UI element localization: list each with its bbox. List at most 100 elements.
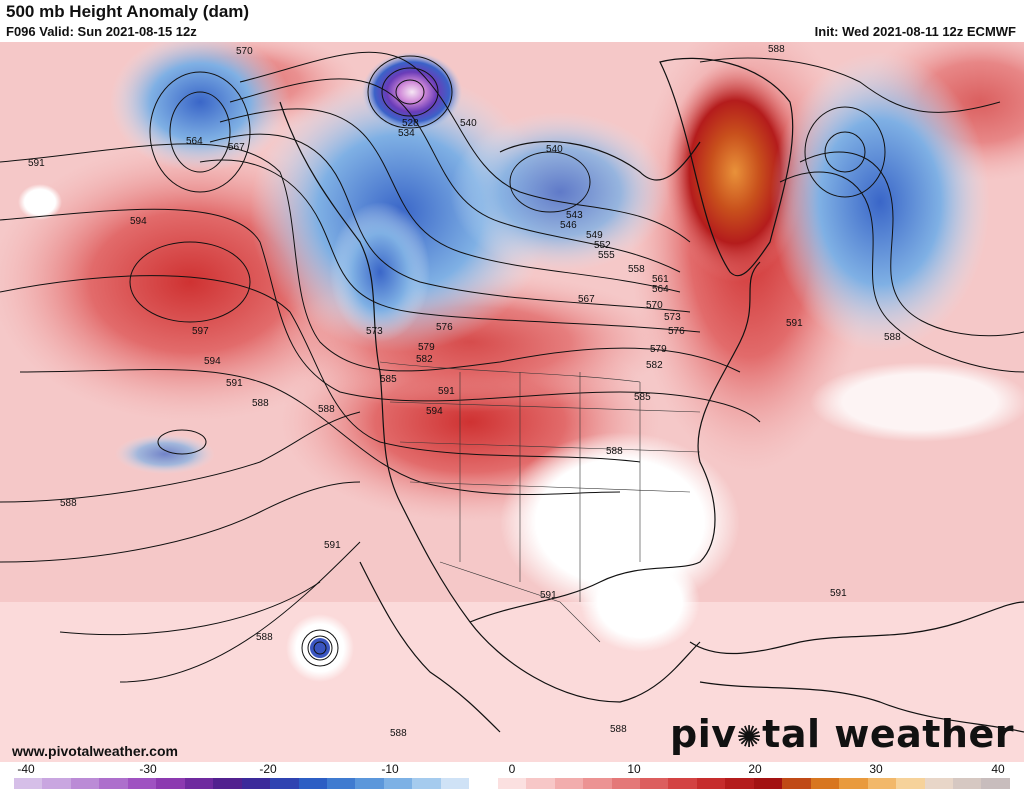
colorbar-swatch [241, 778, 271, 789]
height-contours [0, 51, 1024, 683]
brand-text-left: piv [670, 712, 737, 756]
hurricane-core [310, 638, 330, 658]
contour-label: 591 [438, 386, 455, 397]
contour-label: 594 [426, 406, 443, 417]
greenland-high [665, 62, 805, 282]
colorbar-tick: -10 [381, 762, 399, 776]
colorbar-swatch [156, 778, 185, 789]
contour-labels: 570 564 567 591 594 597 594 591 588 588 … [28, 44, 901, 739]
colorbar-tick: -20 [259, 762, 277, 776]
contour-label: 564 [186, 136, 203, 147]
colorbar-swatch [469, 778, 498, 789]
arctic-low [362, 52, 462, 132]
brand-logo: piv✺tal weather [670, 712, 1014, 756]
contour-label: 576 [436, 322, 453, 333]
colorbar-swatch [526, 778, 555, 789]
colorbar-tick: 0 [508, 762, 516, 776]
colorbar-swatch [839, 778, 868, 789]
colorbar-swatch [867, 778, 897, 789]
contour-label: 588 [252, 398, 269, 409]
contour-label: 591 [324, 540, 341, 551]
colorbar-tick: 20 [748, 762, 762, 776]
colorbar-swatch [554, 778, 584, 789]
init-time: Init: Wed 2021-08-11 12z ECMWF [814, 24, 1016, 39]
southern-field [0, 602, 1024, 762]
contour-label: 528 [402, 118, 419, 129]
contour-label: 591 [28, 158, 45, 169]
contour-label: 582 [416, 354, 433, 365]
contour-label: 594 [204, 356, 221, 367]
contour-label: 588 [768, 44, 785, 55]
colorbar-swatch [270, 778, 299, 789]
contour-label: 561 [652, 274, 669, 285]
colorbar-swatch [70, 778, 100, 789]
header: 500 mb Height Anomaly (dam) F096 Valid: … [0, 0, 1024, 42]
contour-label: 564 [652, 284, 669, 295]
colorbar-tick: -40 [17, 762, 35, 776]
colorbar-swatch [753, 778, 783, 789]
contour-label: 546 [560, 220, 577, 231]
colorbar-swatch [497, 778, 527, 789]
colorbar-swatch [639, 778, 669, 789]
contour-label: 543 [566, 210, 583, 221]
contour-label: 594 [130, 216, 147, 227]
colorbar-swatch [383, 778, 413, 789]
contour-label: 588 [390, 728, 407, 739]
colorbar-ticks: -40 -30 -20 -10 0 10 20 30 40 [0, 762, 1024, 776]
contour-label: 570 [236, 46, 253, 57]
colorbar-swatch [412, 778, 441, 789]
map-canvas: 570 564 567 591 594 597 594 591 588 588 … [0, 42, 1024, 762]
site-url: www.pivotalweather.com [12, 743, 178, 759]
west-neutral [18, 184, 62, 220]
contour-label: 534 [398, 128, 415, 139]
colorbar-swatch [298, 778, 327, 789]
colorbar-swatch [696, 778, 726, 789]
colorbar-swatch [326, 778, 356, 789]
colorbar-swatch [924, 778, 953, 789]
contour-label: 591 [786, 318, 803, 329]
colorbar-swatch [127, 778, 157, 789]
colorbar-swatch [440, 778, 470, 789]
contour-label: 552 [594, 240, 611, 251]
contour-label: 558 [628, 264, 645, 275]
atlantic-neutral [810, 362, 1024, 442]
contour-label: 591 [226, 378, 243, 389]
contour-label: 555 [598, 250, 615, 261]
colorbar-tick: -30 [139, 762, 157, 776]
anomaly-map: 570 564 567 591 594 597 594 591 588 588 … [0, 42, 1024, 762]
colorbar-swatch [583, 778, 612, 789]
contour-label: 567 [578, 294, 595, 305]
colorbar-tick: 10 [627, 762, 641, 776]
colorbar-swatch [213, 778, 242, 789]
colorbar-swatch [896, 778, 925, 789]
pacific-weak-low [115, 434, 215, 474]
contour-label: 588 [610, 724, 627, 735]
valid-time: F096 Valid: Sun 2021-08-15 12z [6, 24, 197, 39]
contour-label: 576 [668, 326, 685, 337]
colorbar-swatch [782, 778, 811, 789]
contour-label: 540 [460, 118, 477, 129]
contour-label: 591 [540, 590, 557, 601]
contour-label: 585 [634, 392, 651, 403]
contour-label: 573 [366, 326, 383, 337]
contour-label: 585 [380, 374, 397, 385]
colorbar-swatch [99, 778, 128, 789]
contour-label: 573 [664, 312, 681, 323]
contour-label: 588 [318, 404, 335, 415]
colorbar-swatch [810, 778, 840, 789]
colorbar-swatch [184, 778, 214, 789]
colorbar-tick: 40 [991, 762, 1005, 776]
colorbar-swatch [981, 778, 1010, 789]
colorbar-swatch [725, 778, 754, 789]
snowflake-icon: ✺ [736, 720, 763, 755]
contour-label: 570 [646, 300, 663, 311]
contour-label: 588 [606, 446, 623, 457]
contour-label: 540 [546, 144, 563, 155]
contour-label: 591 [830, 588, 847, 599]
coastlines [279, 57, 1024, 733]
pnw-low [330, 202, 430, 342]
colorbar-swatch [668, 778, 697, 789]
hudson-trough [450, 112, 670, 272]
contour-label: 588 [256, 632, 273, 643]
brand-text-right: tal weather [762, 712, 1014, 756]
